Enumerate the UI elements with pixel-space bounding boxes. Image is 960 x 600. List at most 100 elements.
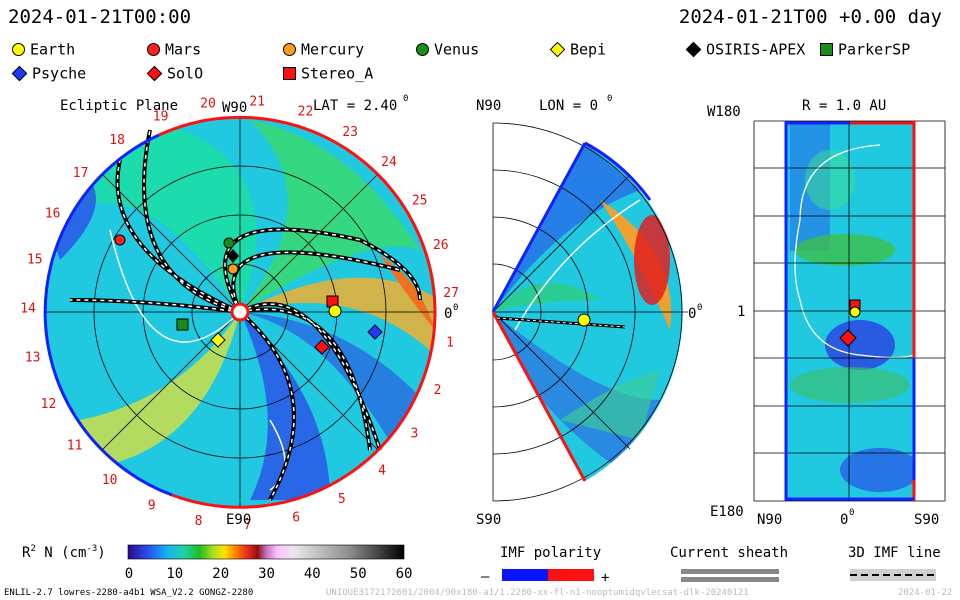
psyche-marker [367, 324, 383, 340]
parker-sp-marker [176, 318, 189, 331]
ecliptic-bottom-label: E90 [226, 512, 251, 528]
legend-item-solo: SolO [146, 64, 204, 83]
surface-panel: R = 1.0 AU W180 1 E180 N90 0 0 S90 [707, 98, 946, 528]
carrington-label-27: 27 [443, 286, 459, 301]
colorbar-tick-label: 50 [350, 566, 367, 582]
carrington-label-24: 24 [381, 155, 397, 170]
svg-text:–: – [481, 569, 490, 585]
carrington-label-2: 2 [434, 383, 442, 398]
legend-label: SolO [167, 64, 204, 83]
carrington-label-16: 16 [45, 207, 61, 222]
footer-run-id: UNIQUE3172172601/2004/90x180-a1/1.2280-x… [326, 588, 749, 598]
surface-mid-label: 1 [737, 304, 745, 320]
carrington-label-19: 19 [153, 109, 169, 124]
surface-top-label: W180 [707, 104, 741, 120]
earth-marker [328, 304, 342, 318]
model-time: 2024-01-21T00:00 [8, 6, 192, 28]
legend-item-osiris-apex: OSIRIS-APEX [685, 40, 805, 59]
legend-item-venus: Venus [416, 40, 479, 59]
surface-x-left: N90 [757, 512, 782, 528]
carrington-label-25: 25 [412, 194, 428, 209]
carrington-label-12: 12 [41, 397, 57, 412]
imf3d-title: 3D IMF line [848, 545, 941, 561]
surface-bottom-label: E180 [710, 504, 744, 520]
meridional-top-label: N90 [476, 98, 501, 114]
footer-date: 2024-01-22 [898, 588, 953, 598]
circle-icon [416, 43, 429, 56]
carrington-label-14: 14 [20, 301, 36, 316]
imf-positive [548, 569, 594, 581]
carrington-label-6: 6 [292, 510, 300, 525]
legend-item-mars: Mars [147, 40, 201, 59]
carrington-label-9: 9 [148, 499, 156, 514]
legend-item-mercury: Mercury [283, 40, 364, 59]
carrington-label-20: 20 [200, 96, 216, 111]
carrington-label-5: 5 [338, 492, 346, 507]
colorbar-tick-label: 30 [258, 566, 275, 582]
legend-label: Stereo_A [301, 64, 374, 83]
colorbar-tick-label: 40 [304, 566, 321, 582]
ecliptic-spacecraft [114, 234, 383, 355]
meridional-right-label: 0 [688, 306, 696, 322]
carrington-label-15: 15 [27, 253, 43, 268]
current-sheath-legend: Current sheath [670, 545, 788, 582]
footer-model-info: ENLIL-2.7 lowres-2280-a4b1 WSA_V2.2 GONG… [4, 588, 254, 598]
svg-text:+: + [601, 570, 609, 586]
colorbar-tick-label: 60 [396, 566, 413, 582]
circle-icon [147, 43, 160, 56]
legend-label: Earth [30, 40, 76, 59]
svg-text:0: 0 [403, 94, 408, 104]
ecliptic-right-label: 0 [444, 306, 452, 322]
meridional-bottom-label: S90 [476, 512, 501, 528]
legend-item-stereo-a: Stereo_A [283, 64, 373, 83]
meridional-panel: N90 LON = 0 0 0 0 S90 [476, 94, 702, 528]
carrington-label-21: 21 [249, 95, 265, 110]
elapsed-time: 2024-01-21T00 +0.00 day [678, 6, 942, 28]
legend-item-parkersp: ParkerSP [820, 40, 910, 59]
legend-item-psyche: Psyche [11, 64, 87, 83]
legend-label: Venus [434, 40, 480, 59]
osiris-apex-marker [227, 249, 239, 263]
svg-text:R2 N (cm-3): R2 N (cm-3) [22, 544, 106, 561]
colorbar-tick-label: 0 [125, 566, 133, 582]
colorbar-ticks: 0 10 20 30 40 50 60 [125, 566, 413, 582]
carrington-label-11: 11 [67, 439, 83, 454]
surface-earth-marker [849, 306, 861, 318]
carrington-label-7: 7 [244, 518, 252, 533]
carrington-label-26: 26 [433, 238, 449, 253]
legend-label: Mercury [301, 40, 365, 59]
legend-label: Bepi [570, 40, 607, 59]
carrington-label-3: 3 [410, 427, 418, 442]
ecliptic-lat-label: LAT = 2.40 [313, 98, 397, 114]
density-colorbar: R2 N (cm-3) 0 10 20 30 40 50 60 [22, 544, 412, 582]
carrington-label-13: 13 [25, 350, 41, 365]
meridional-lon-label: LON = 0 [539, 98, 598, 114]
carrington-label-22: 22 [298, 104, 314, 119]
mars-marker [114, 234, 126, 246]
sheath-title: Current sheath [670, 545, 788, 561]
carrington-label-17: 17 [73, 166, 89, 181]
surface-solo-marker [839, 329, 857, 347]
surface-x-mid: 0 [840, 512, 848, 528]
carrington-label-1: 1 [446, 335, 454, 350]
venus-marker [223, 237, 235, 249]
surface-r-label: R = 1.0 AU [802, 98, 886, 114]
mercury-marker [227, 263, 239, 275]
svg-text:0: 0 [453, 303, 458, 313]
carrington-label-8: 8 [195, 514, 203, 529]
legend-item-earth: Earth [12, 40, 75, 59]
solo-marker [314, 339, 330, 355]
imf-negative [502, 569, 548, 581]
carrington-label-18: 18 [109, 133, 125, 148]
svg-text:0: 0 [607, 94, 612, 104]
sun-marker [230, 302, 250, 322]
legend-label: Mars [165, 40, 202, 59]
carrington-label-4: 4 [378, 463, 386, 478]
legend-label: Psyche [32, 64, 87, 83]
bepi-marker [210, 332, 226, 348]
square-icon [283, 67, 296, 80]
carrington-label-10: 10 [102, 473, 118, 488]
svg-text:0: 0 [697, 303, 702, 313]
